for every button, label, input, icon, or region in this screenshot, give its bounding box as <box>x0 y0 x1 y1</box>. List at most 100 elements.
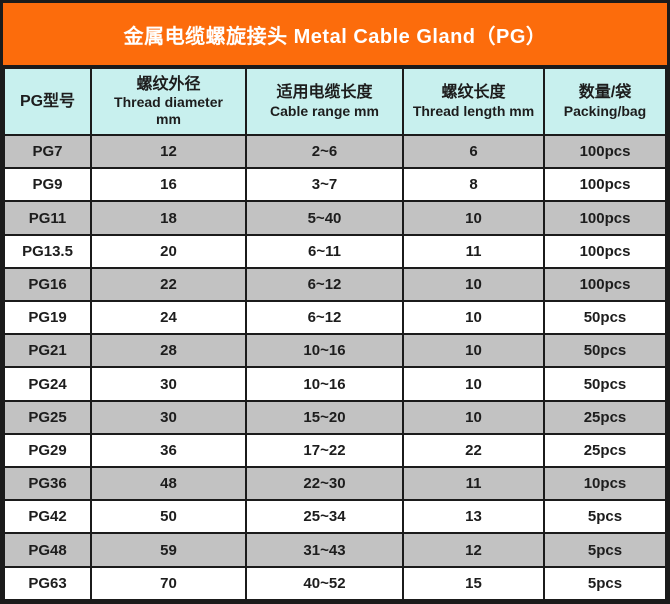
cell-thread-diameter: 12 <box>90 133 247 170</box>
table-row: PG42 50 25~34 13 5pcs <box>3 499 667 535</box>
cell-thread-length: 13 <box>402 499 545 535</box>
cell-thread-length: 10 <box>402 200 545 236</box>
cell-thread-diameter: 22 <box>90 266 247 303</box>
cell-thread-length: 22 <box>402 432 545 469</box>
cell-model: PG16 <box>3 266 92 303</box>
cell-cable-range: 25~34 <box>245 499 404 535</box>
column-header-text: PG型号 <box>19 92 76 110</box>
table-row: PG29 36 17~22 22 25pcs <box>3 432 667 469</box>
cell-thread-diameter: 18 <box>90 200 247 236</box>
cell-thread-length: 10 <box>402 399 545 435</box>
cell-cable-range: 15~20 <box>245 399 404 435</box>
table-row: PG19 24 6~12 10 50pcs <box>3 300 667 336</box>
cell-thread-length: 10 <box>402 266 545 303</box>
table-body: PG7 12 2~6 6 100pcs PG9 16 3~7 8 100pcs PG11 18 5~40… <box>3 133 667 602</box>
cell-thread-length: 12 <box>402 532 545 568</box>
cell-model: PG24 <box>3 366 92 402</box>
column-header-cable-range: 适用电缆长度 Cable range mm <box>245 67 404 136</box>
cell-thread-diameter: 50 <box>90 499 247 535</box>
table-row: PG25 30 15~20 10 25pcs <box>3 399 667 435</box>
column-header-text: 适用电缆长度 <box>276 84 373 102</box>
cell-model: PG29 <box>3 432 92 469</box>
column-header-text: Packing/bag <box>563 102 647 119</box>
cell-packing: 50pcs <box>543 366 667 402</box>
table-row: PG63 70 40~52 15 5pcs <box>3 565 667 602</box>
column-header-thread-length: 螺纹长度 Thread length mm <box>402 67 545 136</box>
cell-packing: 50pcs <box>543 333 667 369</box>
cell-thread-diameter: 24 <box>90 300 247 336</box>
cell-packing: 100pcs <box>543 233 667 269</box>
header-row: PG型号 螺纹外径 Thread diameter mm 适用电缆长度 Cable ran… <box>3 67 667 136</box>
cell-packing: 25pcs <box>543 399 667 435</box>
cell-thread-diameter: 36 <box>90 432 247 469</box>
cell-thread-diameter: 28 <box>90 333 247 369</box>
column-header-text: 螺纹外径 <box>136 75 201 93</box>
column-header-text: mm <box>156 111 181 128</box>
cell-cable-range: 5~40 <box>245 200 404 236</box>
cell-packing: 10pcs <box>543 466 667 502</box>
cell-cable-range: 2~6 <box>245 133 404 170</box>
cell-packing: 100pcs <box>543 167 667 203</box>
cell-cable-range: 6~12 <box>245 266 404 303</box>
cell-model: PG63 <box>3 565 92 602</box>
cell-thread-diameter: 59 <box>90 532 247 568</box>
table-row: PG9 16 3~7 8 100pcs <box>3 167 667 203</box>
cell-model: PG19 <box>3 300 92 336</box>
cell-model: PG13.5 <box>3 233 92 269</box>
cell-packing: 50pcs <box>543 300 667 336</box>
table-row: PG36 48 22~30 11 10pcs <box>3 466 667 502</box>
cell-model: PG42 <box>3 499 92 535</box>
table-row: PG7 12 2~6 6 100pcs <box>3 133 667 170</box>
cell-model: PG7 <box>3 133 92 170</box>
cell-thread-diameter: 20 <box>90 233 247 269</box>
cell-packing: 100pcs <box>543 133 667 170</box>
column-header-thread-diameter: 螺纹外径 Thread diameter mm <box>90 67 247 136</box>
cell-thread-diameter: 30 <box>90 366 247 402</box>
cell-cable-range: 10~16 <box>245 333 404 369</box>
cell-thread-length: 11 <box>402 466 545 502</box>
cell-packing: 5pcs <box>543 499 667 535</box>
cell-cable-range: 22~30 <box>245 466 404 502</box>
cell-cable-range: 3~7 <box>245 167 404 203</box>
cell-thread-diameter: 16 <box>90 167 247 203</box>
cell-cable-range: 6~12 <box>245 300 404 336</box>
cell-thread-diameter: 30 <box>90 399 247 435</box>
cell-thread-length: 8 <box>402 167 545 203</box>
cell-thread-diameter: 70 <box>90 565 247 602</box>
cell-cable-range: 40~52 <box>245 565 404 602</box>
cell-packing: 25pcs <box>543 432 667 469</box>
cell-packing: 100pcs <box>543 200 667 236</box>
table-row: PG48 59 31~43 12 5pcs <box>3 532 667 568</box>
cell-thread-length: 11 <box>402 233 545 269</box>
cell-packing: 5pcs <box>543 532 667 568</box>
cell-packing: 5pcs <box>543 565 667 602</box>
cell-cable-range: 31~43 <box>245 532 404 568</box>
column-header-text: Thread length mm <box>412 102 535 119</box>
cell-thread-length: 10 <box>402 366 545 402</box>
table-row: PG24 30 10~16 10 50pcs <box>3 366 667 402</box>
cell-model: PG36 <box>3 466 92 502</box>
cell-cable-range: 6~11 <box>245 233 404 269</box>
column-header-model: PG型号 <box>3 67 92 136</box>
cell-cable-range: 10~16 <box>245 366 404 402</box>
table-row: PG13.5 20 6~11 11 100pcs <box>3 233 667 269</box>
column-header-text: Cable range mm <box>270 102 379 119</box>
cell-model: PG25 <box>3 399 92 435</box>
cell-thread-length: 10 <box>402 300 545 336</box>
cell-model: PG9 <box>3 167 92 203</box>
column-header-text: 数量/袋 <box>578 84 632 102</box>
cell-thread-length: 15 <box>402 565 545 602</box>
page-title: 金属电缆螺旋接头 Metal Cable Gland（PG） <box>3 3 667 67</box>
cell-packing: 100pcs <box>543 266 667 303</box>
cell-model: PG11 <box>3 200 92 236</box>
table-row: PG11 18 5~40 10 100pcs <box>3 200 667 236</box>
column-header-text: Thread diameter <box>114 94 223 111</box>
cell-thread-length: 10 <box>402 333 545 369</box>
cell-thread-length: 6 <box>402 133 545 170</box>
table-row: PG21 28 10~16 10 50pcs <box>3 333 667 369</box>
column-header-packing: 数量/袋 Packing/bag <box>543 67 667 136</box>
table-row: PG16 22 6~12 10 100pcs <box>3 266 667 303</box>
spec-table: PG型号 螺纹外径 Thread diameter mm 适用电缆长度 Cable ran… <box>3 67 667 602</box>
cell-model: PG21 <box>3 333 92 369</box>
cell-model: PG48 <box>3 532 92 568</box>
